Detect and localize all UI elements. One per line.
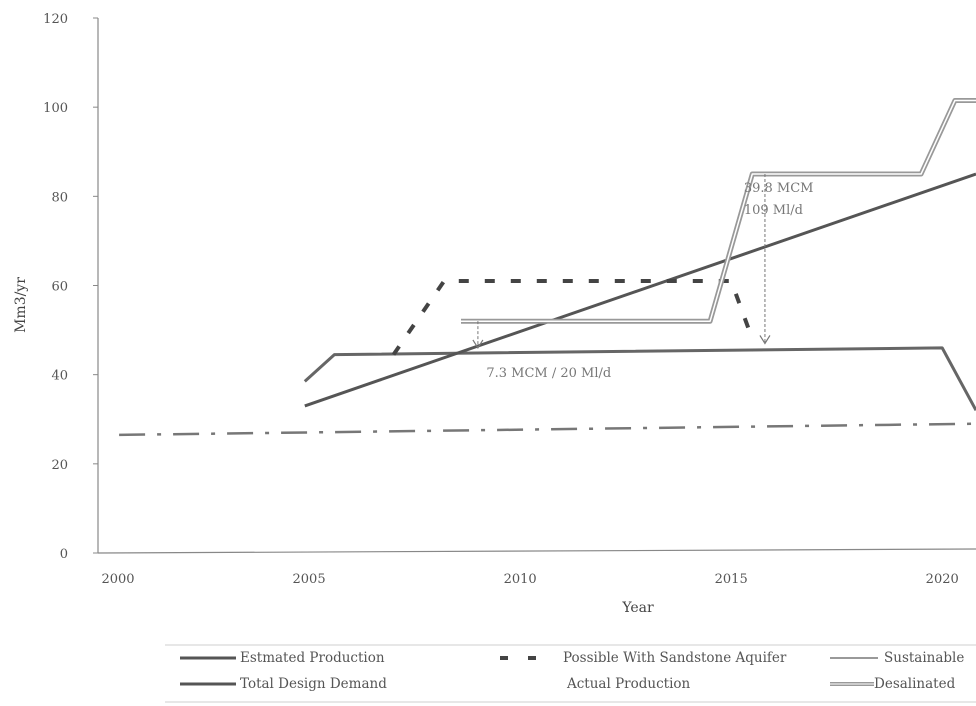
legend-possible-with-sandstone-aquifer: Possible With Sandstone Aquifer — [500, 650, 787, 666]
series-possible-with-sandstone-aquifer-line — [391, 279, 755, 356]
chart-legend: Estmated Production Possible With Sandsto… — [165, 644, 976, 703]
legend-label: Sustainable — [884, 650, 964, 666]
y-tick-label: 80 — [51, 190, 68, 205]
legend-label: Estmated Production — [240, 650, 385, 666]
drop-arrow-head — [759, 335, 771, 345]
annotation-label: 109 Ml/d — [744, 203, 803, 218]
x-tick-label: 2005 — [293, 572, 326, 587]
y-tick-label: 100 — [43, 101, 68, 116]
legend-label: Actual Production — [566, 676, 691, 692]
y-tick-label: 40 — [51, 369, 68, 384]
y-axis-title: Mm3/yr — [13, 277, 29, 333]
legend-total-design-demand: Total Design Demand — [180, 676, 387, 692]
series-estimated-production-line — [303, 346, 976, 412]
series-total-design-demand-line — [304, 172, 976, 408]
legend-actual-production: Actual Production — [566, 676, 691, 692]
series-desalinated-line — [461, 98, 976, 324]
legend-sustainable: Sustainable — [830, 650, 964, 666]
x-tick-label: 2015 — [715, 572, 748, 587]
y-tick-label: 20 — [51, 458, 68, 473]
x-axis-title: Year — [621, 600, 654, 616]
chart-series — [119, 98, 976, 437]
chart-annotations: 39.8 MCM 109 Ml/d 7.3 MCM / 20 Ml/d — [472, 174, 814, 381]
legend-label: Desalinated — [874, 676, 956, 692]
y-tick-label: 0 — [60, 547, 68, 562]
x-axis-line — [97, 548, 976, 554]
series-desalinated-line-inner — [461, 99, 976, 322]
legend-estmated-production: Estmated Production — [180, 650, 385, 666]
y-tick-label: 120 — [43, 12, 68, 27]
annotation-label: 7.3 MCM / 20 Ml/d — [486, 366, 611, 381]
y-tick-label: 60 — [51, 280, 68, 295]
x-tick-label: 2010 — [504, 572, 537, 587]
annotation-label: 39.8 MCM — [744, 181, 814, 196]
legend-desalinated: Desalinated — [830, 676, 956, 692]
legend-label: Total Design Demand — [240, 676, 387, 692]
x-tick-label: 2020 — [926, 572, 959, 587]
legend-label: Possible With Sandstone Aquifer — [563, 650, 787, 666]
chart-axes: 0 20 40 60 80 100 120 2000 2005 2010 2015 2020 — [43, 12, 976, 587]
series-sustainable-line — [119, 422, 976, 437]
x-tick-label: 2000 — [101, 572, 134, 587]
drop-arrow-head — [472, 339, 484, 350]
